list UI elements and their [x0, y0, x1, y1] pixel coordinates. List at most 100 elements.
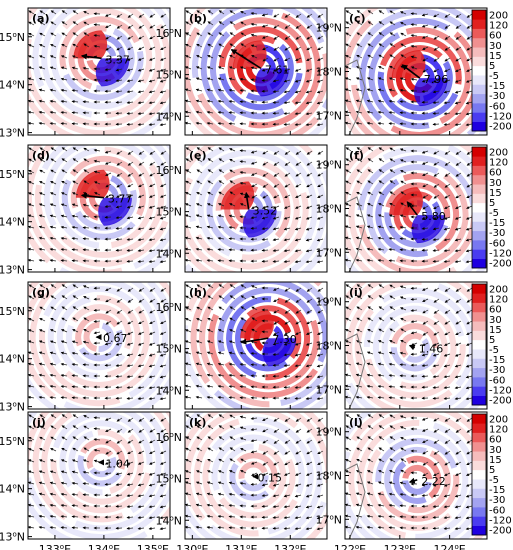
wind-arrow: [50, 32, 57, 37]
wind-arrow: [39, 192, 46, 196]
wind-arrow: [273, 57, 280, 62]
wind-arrow: [283, 111, 291, 115]
wind-arrow: [305, 68, 313, 72]
wind-arrow: [316, 260, 324, 264]
wind-arrow: [49, 88, 57, 92]
wind-arrow: [250, 11, 258, 15]
wind-arrow: [399, 100, 407, 104]
wind-arrow: [115, 68, 123, 72]
ring-cool-arc: [75, 189, 137, 231]
wind-arrow: [284, 150, 291, 155]
speed-value-label: 0.67: [103, 332, 128, 345]
wind-arrow: [104, 215, 112, 219]
wind-arrow: [82, 493, 90, 497]
wind-arrow: [250, 363, 258, 367]
y-tick-label: 13oN: [0, 531, 25, 544]
colorbar-segment: [472, 65, 486, 76]
wind-arrow: [317, 194, 324, 198]
wind-arrow: [60, 66, 68, 70]
colorbar-segment: [472, 184, 486, 194]
wind-arrow: [466, 68, 473, 72]
wind-arrow: [195, 110, 203, 114]
ring-cool-arc: [384, 212, 449, 248]
colorbar-segment: [472, 258, 486, 269]
wind-arrow: [261, 227, 269, 231]
wind-arrow: [410, 34, 418, 38]
wind-arrow: [421, 24, 429, 28]
wind-arrow: [317, 46, 324, 51]
wind-arrow: [294, 260, 302, 264]
storm-vector: [230, 48, 262, 70]
wind-arrow: [217, 236, 225, 240]
wind-arrow: [377, 88, 385, 92]
wind-arrow: [465, 101, 473, 105]
wind-arrow: [229, 148, 236, 152]
colorbar-segment: [472, 367, 486, 378]
wind-arrow: [250, 22, 258, 26]
core-positive-lobe: [75, 169, 110, 198]
colorbar-level-label: -60: [489, 505, 505, 516]
wind-arrow: [83, 32, 90, 37]
wind-arrow: [422, 57, 429, 62]
panel-a: 3.37 (a) 13oN 14oN 15oN: [0, 7, 171, 140]
wind-arrow: [148, 68, 156, 72]
wind-arrow: [367, 43, 374, 48]
wind-arrow: [83, 158, 90, 163]
wind-arrow: [28, 77, 35, 81]
wind-arrow: [39, 10, 46, 15]
colorbar-level-label: -120: [489, 385, 512, 396]
ring-warm-arc: [70, 164, 133, 209]
wind-arrow: [378, 54, 385, 59]
wind-arrow: [218, 158, 225, 163]
wind-arrow: [137, 112, 145, 116]
wind-arrow: [389, 21, 396, 26]
ring-cool-arc: [50, 32, 138, 110]
wind-arrow: [83, 21, 90, 26]
wind-arrow: [116, 172, 123, 177]
y-tick-label: 16oN: [155, 164, 182, 177]
wind-arrow: [272, 111, 280, 115]
wind-arrow: [272, 238, 280, 242]
wind-arrow: [466, 13, 473, 18]
wind-arrow: [284, 161, 291, 166]
wind-arrow: [367, 32, 374, 37]
wind-arrow: [60, 77, 68, 81]
wind-arrow: [160, 13, 167, 18]
wind-arrow: [410, 77, 418, 81]
wind-arrow: [250, 161, 258, 165]
wind-arrow: [367, 21, 374, 26]
wind-arrow: [60, 225, 68, 229]
wind-arrow: [28, 44, 35, 48]
ring-cool-arc: [197, 158, 256, 257]
wind-arrow: [377, 77, 385, 81]
wind-arrow: [345, 99, 352, 103]
wind-arrow: [356, 54, 363, 59]
wind-arrow: [127, 13, 134, 18]
wind-arrow: [283, 227, 291, 231]
wind-arrow: [196, 169, 203, 174]
wind-arrow: [137, 68, 145, 72]
wind-arrow: [127, 161, 134, 166]
ring-cool-arc: [210, 31, 285, 120]
y-tick-label: 14oN: [0, 216, 25, 229]
wind-arrow: [159, 90, 167, 94]
panel-d: 3.77 (d) 13oN 14oN 15oN: [0, 144, 171, 277]
wind-arrow: [454, 79, 462, 83]
colorbar-segment: [472, 156, 486, 166]
panel-letter: (d): [32, 149, 50, 162]
wind-arrow: [149, 183, 156, 188]
wind-arrow: [60, 214, 68, 218]
speed-value-label: 0.15: [258, 472, 283, 485]
wind-arrow: [93, 170, 101, 174]
colorbar-level-label: 200: [489, 285, 508, 296]
wind-arrow: [262, 205, 269, 209]
colorbar-segment: [472, 165, 486, 176]
wind-arrow: [185, 21, 192, 26]
wind-arrow: [60, 55, 68, 59]
wind-arrow: [443, 90, 451, 94]
wind-arrow: [454, 112, 462, 116]
colorbar-segment: [472, 358, 486, 369]
colorbar-segment: [472, 174, 486, 185]
wind-arrow: [206, 225, 214, 229]
